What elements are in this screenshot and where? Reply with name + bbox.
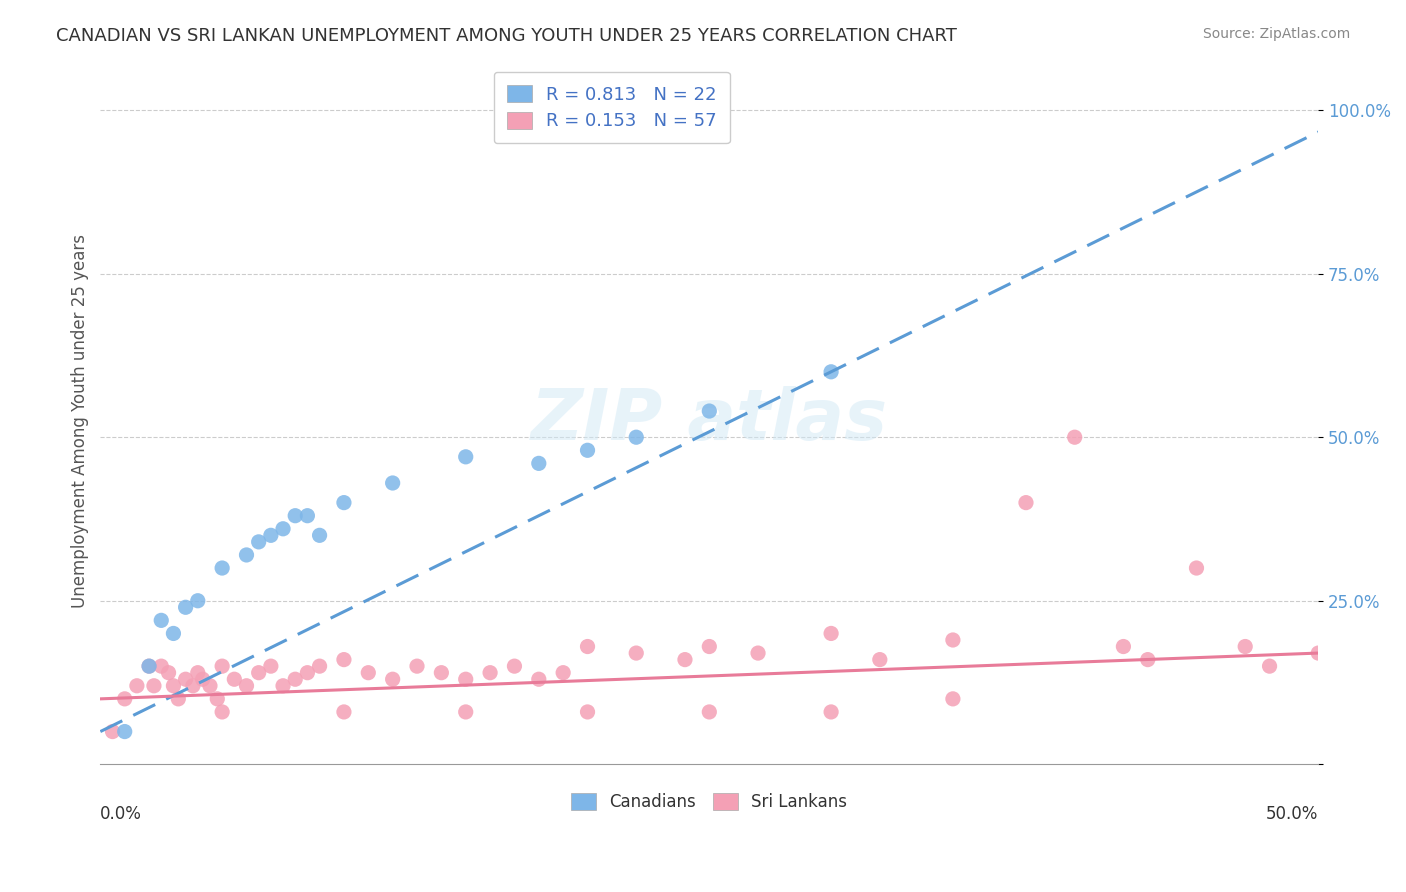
Sri Lankans [198,679,221,693]
Canadians [235,548,257,562]
Legend: Canadians, Sri Lankans: Canadians, Sri Lankans [565,786,853,818]
Sri Lankans [820,705,842,719]
Canadians [308,528,330,542]
Canadians [174,600,197,615]
Sri Lankans [211,659,233,673]
Sri Lankans [697,705,720,719]
Canadians [527,456,550,470]
Sri Lankans [138,659,160,673]
Sri Lankans [1258,659,1281,673]
Canadians [247,534,270,549]
Sri Lankans [1015,495,1038,509]
Sri Lankans [503,659,526,673]
Sri Lankans [1063,430,1085,444]
Sri Lankans [479,665,502,680]
Sri Lankans [747,646,769,660]
Sri Lankans [942,632,965,647]
Canadians [114,724,136,739]
Text: Source: ZipAtlas.com: Source: ZipAtlas.com [1202,27,1350,41]
Sri Lankans [1112,640,1135,654]
Sri Lankans [869,652,891,666]
Sri Lankans [1136,652,1159,666]
Sri Lankans [271,679,294,693]
Sri Lankans [673,652,696,666]
Sri Lankans [626,646,648,660]
Sri Lankans [333,652,356,666]
Sri Lankans [211,705,233,719]
Sri Lankans [167,691,190,706]
Canadians [211,561,233,575]
Sri Lankans [942,691,965,706]
Sri Lankans [820,626,842,640]
Sri Lankans [284,672,307,686]
Sri Lankans [576,705,599,719]
Sri Lankans [101,724,124,739]
Canadians [138,659,160,673]
Canadians [260,528,283,542]
Canadians [697,404,720,418]
Text: 0.0%: 0.0% [100,805,142,823]
Sri Lankans [1308,646,1330,660]
Sri Lankans [406,659,429,673]
Canadians [381,475,404,490]
Sri Lankans [224,672,246,686]
Sri Lankans [527,672,550,686]
Sri Lankans [235,679,257,693]
Sri Lankans [114,691,136,706]
Sri Lankans [191,672,214,686]
Sri Lankans [247,665,270,680]
Sri Lankans [576,640,599,654]
Canadians [333,495,356,509]
Sri Lankans [157,665,180,680]
Sri Lankans [150,659,173,673]
Sri Lankans [187,665,209,680]
Sri Lankans [333,705,356,719]
Sri Lankans [297,665,319,680]
Canadians [150,613,173,627]
Sri Lankans [174,672,197,686]
Sri Lankans [697,640,720,654]
Canadians [820,365,842,379]
Sri Lankans [207,691,229,706]
Text: ZIP atlas: ZIP atlas [530,386,887,455]
Sri Lankans [181,679,204,693]
Sri Lankans [454,705,477,719]
Canadians [576,443,599,458]
Sri Lankans [142,679,165,693]
Canadians [297,508,319,523]
Sri Lankans [553,665,575,680]
Canadians [454,450,477,464]
Sri Lankans [125,679,148,693]
Sri Lankans [308,659,330,673]
Sri Lankans [260,659,283,673]
Sri Lankans [381,672,404,686]
Sri Lankans [430,665,453,680]
Canadians [284,508,307,523]
Text: 50.0%: 50.0% [1265,805,1319,823]
Sri Lankans [1185,561,1208,575]
Canadians [626,430,648,444]
Canadians [162,626,184,640]
Y-axis label: Unemployment Among Youth under 25 years: Unemployment Among Youth under 25 years [72,234,89,607]
Sri Lankans [162,679,184,693]
Text: CANADIAN VS SRI LANKAN UNEMPLOYMENT AMONG YOUTH UNDER 25 YEARS CORRELATION CHART: CANADIAN VS SRI LANKAN UNEMPLOYMENT AMON… [56,27,957,45]
Canadians [187,593,209,607]
Sri Lankans [1234,640,1257,654]
Sri Lankans [357,665,380,680]
Canadians [271,522,294,536]
Sri Lankans [454,672,477,686]
